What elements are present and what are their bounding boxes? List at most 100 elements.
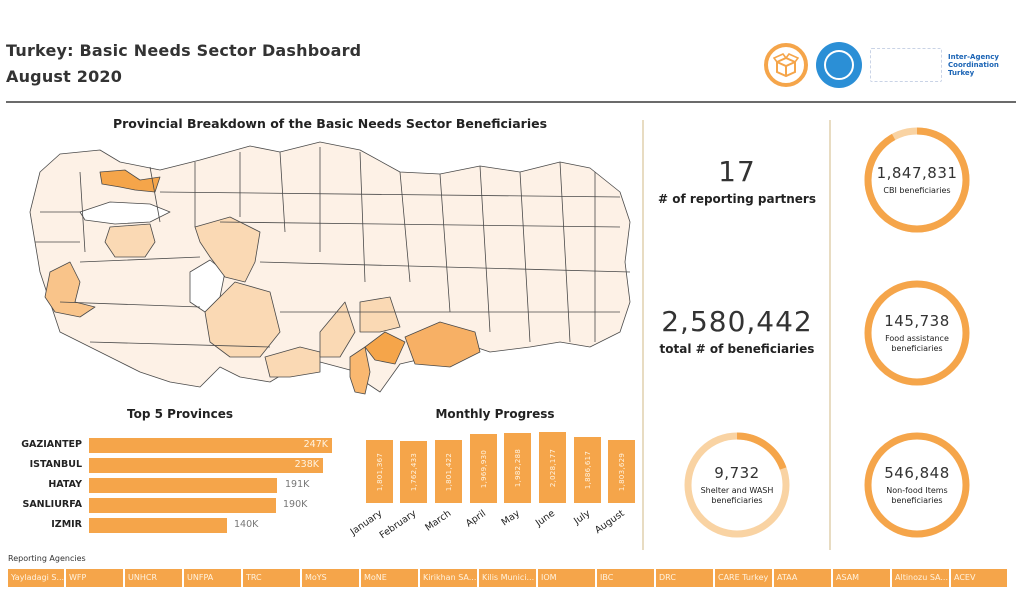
month-bar-value: 2,028,177 [548,448,557,487]
agency-chip[interactable]: TRC [243,569,300,587]
ring-cbi: 1,847,831 CBI beneficiaries [862,125,972,235]
bar[interactable] [89,478,277,493]
bar-label: IZMIR [51,519,82,530]
month-bar[interactable]: 1,982,288 [504,433,531,503]
map-title: Provincial Breakdown of the Basic Needs … [112,116,548,131]
month-label: May [499,508,523,529]
ring-food: 145,738 Food assistance beneficiaries [862,278,972,388]
bar-value: 140K [234,519,259,530]
bar[interactable] [89,518,227,533]
agency-chip[interactable]: WFP [66,569,123,587]
month-label: August [592,508,627,537]
agency-chip[interactable]: Kirikhan SA... [420,569,477,587]
agency-chip[interactable]: ACEV [951,569,1007,587]
header-divider [6,101,1016,103]
top-provinces-title: Top 5 Provinces [127,407,233,421]
month-bar-value: 1,803,629 [617,452,626,491]
agency-chip[interactable]: IBC [597,569,654,587]
title-block: Turkey: Basic Needs Sector Dashboard Aug… [6,38,361,90]
month-bar[interactable]: 1,969,930 [470,434,497,503]
bar-row: GAZIANTEP 247K [0,438,350,453]
page-title: Turkey: Basic Needs Sector Dashboard [6,41,362,60]
month-bar[interactable]: 1,801,367 [366,440,393,503]
un-emblem-icon [816,42,862,88]
divider-left [642,120,644,550]
bar-label: SANLIURFA [22,499,82,510]
month-label: July [571,508,593,527]
month-bar[interactable]: 1,762,433 [400,441,427,503]
kpi-partners: 17 # of reporting partners [645,155,829,206]
iac-text-3: Turkey [948,69,975,77]
month-bar-value: 1,801,422 [444,452,453,491]
page-subtitle: August 2020 [6,67,123,86]
kpi-total: 2,580,442 total # of beneficiaries [645,305,829,356]
bar-value: 190K [283,499,308,510]
ring-nfi: 546,848 Non-food Items beneficiaries [862,430,972,540]
logo-bar: Inter-Agency Coordination Turkey [764,42,999,88]
month-label: February [377,508,419,542]
box-icon [764,43,808,87]
bar-row: IZMIR 140K [0,518,350,533]
month-bar-value: 1,801,367 [375,452,384,491]
iac-graphic-icon [870,48,942,82]
ring-shelter-value: 9,732 [714,464,760,482]
agency-chip[interactable]: IOM [538,569,595,587]
month-bar[interactable]: 1,803,629 [608,440,635,503]
agency-chip[interactable]: MoNE [361,569,418,587]
ring-nfi-label: Non-food Items beneficiaries [886,486,948,505]
month-bar-value: 1,969,930 [479,449,488,488]
bar-row: ISTANBUL 238K [0,458,350,473]
bar-value: 247K [303,439,328,450]
agency-chip[interactable]: CARE Turkey [715,569,772,587]
kpi-total-value: 2,580,442 [661,305,813,338]
bar[interactable]: 247K [89,438,332,453]
ring-shelter-label: Shelter and WASH beneficiaries [700,486,774,505]
kpi-partners-label: # of reporting partners [658,192,816,206]
agencies-title: Reporting Agencies [8,554,86,563]
month-label: June [534,508,558,529]
month-bar[interactable]: 2,028,177 [539,432,566,503]
header: Turkey: Basic Needs Sector Dashboard Aug… [0,0,1024,104]
ring-food-value: 145,738 [884,312,950,330]
bar-row: HATAY 191K [0,478,350,493]
bar-value: 238K [294,459,319,470]
agency-chip[interactable]: MoYS [302,569,359,587]
agency-chip[interactable]: UNFPA [184,569,241,587]
month-bar-value: 1,886,617 [583,450,592,490]
ring-food-label: Food assistance beneficiaries [885,334,949,353]
kpi-partners-value: 17 [718,155,756,188]
iac-logo: Inter-Agency Coordination Turkey [870,48,999,82]
kpi-total-label: total # of beneficiaries [659,342,815,356]
monthly-progress-chart: 1,801,367 1,762,433 1,801,422 1,969,930 … [348,420,640,550]
agency-chip[interactable]: Altinozu SA... [892,569,949,587]
ring-shelter: 9,732 Shelter and WASH beneficiaries [682,430,792,540]
month-bar-value: 1,762,433 [409,452,418,492]
agency-chip[interactable]: ATAA [774,569,831,587]
divider-right [829,120,831,550]
agency-slicer: Yayladagi S... WFP UNHCR UNFPA TRC MoYS … [8,569,1007,587]
ring-cbi-label: CBI beneficiaries [883,186,951,195]
agency-chip[interactable]: ASAM [833,569,890,587]
province-map[interactable] [20,132,640,400]
month-bar[interactable]: 1,801,422 [435,440,462,503]
monthly-progress-title: Monthly Progress [435,407,555,421]
agency-chip[interactable]: Yayladagi S... [8,569,64,587]
ring-nfi-value: 546,848 [884,464,950,482]
month-label: April [464,508,489,530]
bar[interactable] [89,498,276,513]
month-bar[interactable]: 1,886,617 [574,437,601,503]
month-label: March [423,508,454,534]
iac-text-2: Coordination [948,61,999,69]
ring-cbi-value: 1,847,831 [876,164,958,182]
bar-label: GAZIANTEP [21,439,82,450]
bar-value: 191K [285,479,310,490]
bar-label: ISTANBUL [29,459,82,470]
month-bar-value: 1,982,288 [513,448,522,488]
bar-row: SANLIURFA 190K [0,498,350,513]
agency-chip[interactable]: DRC [656,569,713,587]
bar-label: HATAY [48,479,82,490]
iac-text-1: Inter-Agency [948,53,999,61]
agency-chip[interactable]: Kilis Munici... [479,569,536,587]
agency-chip[interactable]: UNHCR [125,569,182,587]
bar[interactable]: 238K [89,458,323,473]
